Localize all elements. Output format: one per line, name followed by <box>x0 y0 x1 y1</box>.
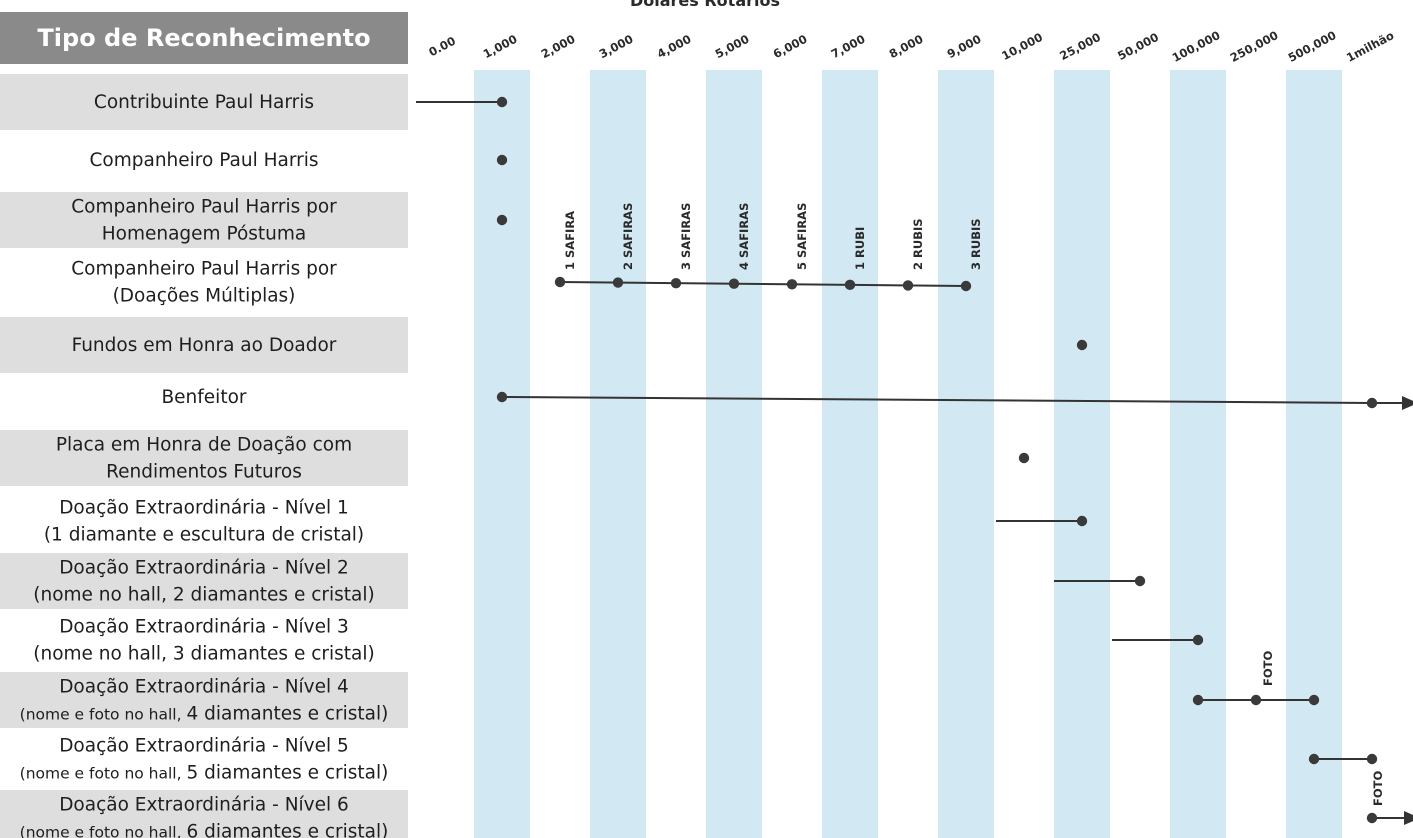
end-dot-row-10-0 <box>1309 695 1319 705</box>
milestone-dot-7 <box>961 281 971 291</box>
tick-label-10: 10,000 <box>999 30 1045 63</box>
tick-label-6: 6,000 <box>771 32 810 61</box>
tick-label-16: 1milhão <box>1344 28 1396 65</box>
end-dot-row-0-0 <box>497 97 507 107</box>
row-label-6-line-1: Rendimentos Futuros <box>106 462 302 483</box>
milestone-dot-0 <box>555 277 565 287</box>
milestone-dot-4 <box>787 279 797 289</box>
tick-label-2: 2,000 <box>539 32 578 61</box>
shaded-column-4 <box>938 70 994 838</box>
tick-label-8: 8,000 <box>887 32 926 61</box>
column-shading <box>474 70 1342 838</box>
arrow-row-12-0 <box>1404 811 1413 825</box>
row-label-11-line-0: Doação Extraordinária - Nível 5 <box>59 736 349 757</box>
row-label-5-line-0: Benfeitor <box>161 387 246 408</box>
mid-label-row-10-0: FOTO <box>1261 651 1275 686</box>
point-row-1-0 <box>497 155 507 165</box>
start-dot-row-11-0 <box>1309 754 1319 764</box>
shaded-column-1 <box>590 70 646 838</box>
row-label-2-line-0: Companheiro Paul Harris por <box>71 197 337 218</box>
category-header: Tipo de Reconhecimento <box>37 24 370 52</box>
milestone-label-5: 1 RUBI <box>853 227 867 270</box>
tick-label-15: 500,000 <box>1286 28 1339 65</box>
tick-label-5: 5,000 <box>713 32 752 61</box>
point-row-2-0 <box>497 215 507 225</box>
milestone-dot-5 <box>845 280 855 290</box>
milestone-dot-1 <box>613 277 623 287</box>
row-label-2-line-1: Homenagem Póstuma <box>102 224 307 245</box>
end-dot-row-9-0 <box>1193 635 1203 645</box>
tick-label-11: 25,000 <box>1057 30 1103 63</box>
milestone-dot-2 <box>671 278 681 288</box>
tick-label-7: 7,000 <box>829 32 868 61</box>
x-tick-labels: 0.00 1,000 2,000 3,000 4,000 5,000 6,000 7,000 8… <box>426 28 1396 65</box>
row-label-1-line-0: Companheiro Paul Harris <box>89 150 318 171</box>
end-dot-row-8-0 <box>1135 576 1145 586</box>
tick-label-4: 4,000 <box>655 32 694 61</box>
row-label-0-line-0: Contribuinte Paul Harris <box>94 92 314 113</box>
row-label-9-line-0: Doação Extraordinária - Nível 3 <box>59 617 349 638</box>
shaded-column-0 <box>474 70 530 838</box>
tick-label-0: 0.00 <box>426 34 458 60</box>
row-label-3-line-1: (Doações Múltiplas) <box>113 286 296 307</box>
start-label-row-12-0: FOTO <box>1371 771 1385 806</box>
milestone-label-2: 3 SAFIRAS <box>679 203 693 270</box>
mid-dot-row-10-0 <box>1251 695 1261 705</box>
milestone-label-1: 2 SAFIRAS <box>621 203 635 270</box>
tick-label-3: 3,000 <box>597 32 636 61</box>
row-label-8-line-1: (nome no hall, 2 diamantes e cristal) <box>33 585 374 606</box>
tick-label-12: 50,000 <box>1115 30 1161 63</box>
shaded-column-7 <box>1286 70 1342 838</box>
milestone-label-3: 4 SAFIRAS <box>737 203 751 270</box>
start-dot-row-12-0 <box>1367 813 1377 823</box>
end-dot-row-11-0 <box>1367 754 1377 764</box>
row-label-6-line-0: Placa em Honra de Doação com <box>56 435 352 456</box>
timeline-marks: 1 SAFIRA 2 SAFIRAS 3 SAFIRAS 4 SAFIRAS 5 SAF… <box>416 97 1413 825</box>
tick-label-13: 100,000 <box>1170 28 1223 65</box>
shaded-column-5 <box>1054 70 1110 838</box>
milestone-label-6: 2 RUBIS <box>911 218 925 270</box>
axis-title: Dólares Rotários <box>630 0 780 10</box>
row-label-8-line-0: Doação Extraordinária - Nível 2 <box>59 558 349 579</box>
tick-label-14: 250,000 <box>1228 28 1281 65</box>
shaded-column-2 <box>706 70 762 838</box>
shaded-column-6 <box>1170 70 1226 838</box>
row-label-4-line-0: Fundos em Honra ao Doador <box>72 335 337 356</box>
row-label-7-line-1: (1 diamante e escultura de cristal) <box>44 525 364 546</box>
end-dot-row-7-0 <box>1077 516 1087 526</box>
row-label-11-line-1: (nome e foto no hall, 5 diamantes e cris… <box>20 763 389 784</box>
row-label-9-line-1: (nome no hall, 3 diamantes e cristal) <box>33 644 374 665</box>
row-label-10-line-0: Doação Extraordinária - Nível 4 <box>59 677 349 698</box>
end-dot-row-5-0 <box>1367 398 1377 408</box>
milestone-dot-6 <box>903 280 913 290</box>
row-label-12-line-1: (nome e foto no hall, 6 diamantes e cris… <box>20 822 389 838</box>
row-label-10-line-1: (nome e foto no hall, 4 diamantes e cris… <box>20 704 389 725</box>
milestone-label-7: 3 RUBIS <box>969 218 983 270</box>
milestone-dot-3 <box>729 279 739 289</box>
row-label-7-line-0: Doação Extraordinária - Nível 1 <box>59 498 349 519</box>
point-row-4-0 <box>1077 340 1087 350</box>
shaded-column-3 <box>822 70 878 838</box>
tick-label-9: 9,000 <box>945 32 984 61</box>
milestone-label-4: 5 SAFIRAS <box>795 203 809 270</box>
arrow-row-5-0 <box>1402 396 1413 410</box>
row-label-12-line-0: Doação Extraordinária - Nível 6 <box>59 795 349 816</box>
row-label-3-line-0: Companheiro Paul Harris por <box>71 259 337 280</box>
milestone-label-0: 1 SAFIRA <box>563 211 577 270</box>
point-row-6-0 <box>1019 453 1029 463</box>
start-dot-row-5-0 <box>497 392 507 402</box>
start-dot-row-10-0 <box>1193 695 1203 705</box>
tick-label-1: 1,000 <box>481 32 520 61</box>
